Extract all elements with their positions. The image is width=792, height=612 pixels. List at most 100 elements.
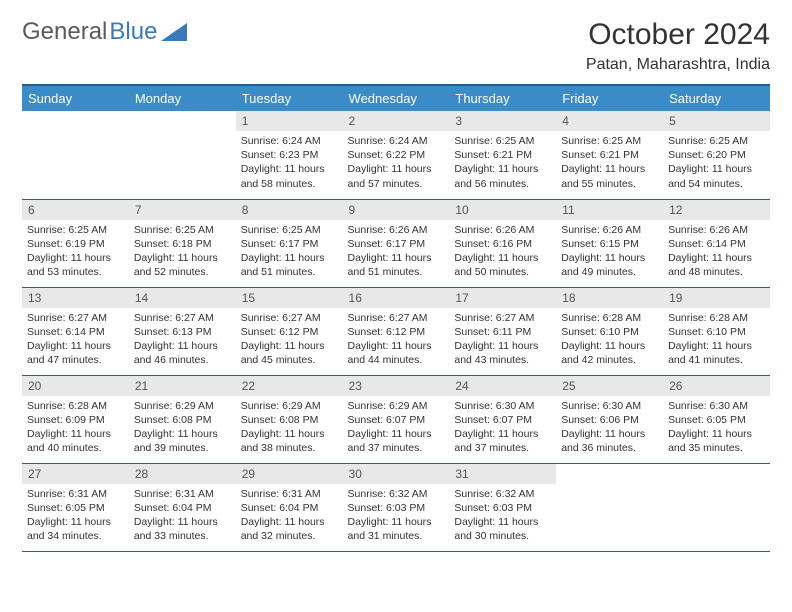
day-cell: 9Sunrise: 6:26 AMSunset: 6:17 PMDaylight…: [343, 199, 450, 287]
day-number: 18: [556, 288, 663, 308]
day-cell: 20Sunrise: 6:28 AMSunset: 6:09 PMDayligh…: [22, 375, 129, 463]
day-cell: 10 Sunrise: 6:26 AMSunset: 6:16 PMDayligh…: [449, 199, 556, 287]
day-cell: 31Sunrise: 6:32 AMSunset: 6:03 PMDayligh…: [449, 463, 556, 551]
calendar-table: SundayMondayTuesdayWednesdayThursdayFrid…: [22, 84, 770, 552]
week-row: 27 Sunrise: 6:31 AMSunset: 6:05 PM Dayligh…: [22, 463, 770, 551]
sunrise-text: Sunrise: 6:27 AM: [348, 311, 445, 325]
sunrise-text: Sunrise: 6:25 AM: [241, 223, 338, 237]
day-number: 6: [22, 200, 129, 220]
day-cell: [22, 111, 129, 199]
day-header-wednesday: Wednesday: [343, 85, 450, 111]
daylight-text: Daylight: 11 hours and 48 minutes.: [668, 251, 765, 279]
daylight-text: Daylight: 11 hours and 51 minutes.: [348, 251, 445, 279]
day-cell: 6Sunrise: 6:25 AMSunset: 6:19 PMDaylight…: [22, 199, 129, 287]
sunset-text: Sunset: 6:09 PM: [27, 413, 124, 427]
daylight-text: Daylight: 11 hours and 50 minutes.: [454, 251, 551, 279]
daylight-text: Daylight: 11 hours and 42 minutes.: [561, 339, 658, 367]
daylight-text: Daylight: 11 hours and 35 minutes.: [668, 427, 765, 455]
daylight-text: Daylight: 11 hours and 39 minutes.: [134, 427, 231, 455]
day-body: Sunrise: 6:26 AMSunset: 6:17 PMDaylight:…: [343, 220, 450, 285]
day-body: Sunrise: 6:25 AMSunset: 6:19 PMDaylight:…: [22, 220, 129, 285]
sunset-text: Sunset: 6:12 PM: [348, 325, 445, 339]
sunset-text: Sunset: 6:13 PM: [134, 325, 231, 339]
sunset-text: Sunset: 6:16 PM: [454, 237, 551, 251]
sunrise-text: Sunrise: 6:30 AM: [668, 399, 765, 413]
day-body: Sunrise: 6:24 AMSunset: 6:22 PMDaylight:…: [343, 131, 450, 196]
sunrise-text: Sunrise: 6:27 AM: [27, 311, 124, 325]
daylight-text: Daylight: 11 hours and 56 minutes.: [454, 162, 551, 190]
day-body: Sunrise: 6:29 AMSunset: 6:07 PMDaylight:…: [343, 396, 450, 461]
location-label: Patan, Maharashtra, India: [586, 56, 770, 74]
day-number: 11: [556, 200, 663, 220]
daylight-text: Daylight: 11 hours and 57 minutes.: [348, 162, 445, 190]
day-cell: 23Sunrise: 6:29 AMSunset: 6:07 PMDayligh…: [343, 375, 450, 463]
day-cell: 26Sunrise: 6:30 AMSunset: 6:05 PMDayligh…: [663, 375, 770, 463]
day-number: 16: [343, 288, 450, 308]
sunset-text: Sunset: 6:05 PM: [27, 501, 124, 515]
day-number: 14: [129, 288, 236, 308]
day-cell: 13Sunrise: 6:27 AMSunset: 6:14 PMDayligh…: [22, 287, 129, 375]
sunrise-text: Sunrise: 6:30 AM: [454, 399, 551, 413]
sunrise-text: Sunrise: 6:30 AM: [561, 399, 658, 413]
sunrise-text: Sunrise: 6:25 AM: [561, 134, 658, 148]
week-row: 13Sunrise: 6:27 AMSunset: 6:14 PMDayligh…: [22, 287, 770, 375]
sunrise-text: Sunrise: 6:27 AM: [241, 311, 338, 325]
day-body: Sunrise: 6:25 AMSunset: 6:21 PMDaylight:…: [449, 131, 556, 196]
daylight-text: Daylight: 11 hours and 33 minutes.: [134, 515, 231, 543]
day-number: 15: [236, 288, 343, 308]
logo-text-1: General: [22, 18, 107, 46]
sunset-text: Sunset: 6:08 PM: [134, 413, 231, 427]
daylight-text: Daylight: 11 hours and 46 minutes.: [134, 339, 231, 367]
sunset-text: Sunset: 6:21 PM: [561, 148, 658, 162]
sunset-text: Sunset: 6:10 PM: [561, 325, 658, 339]
day-number: 17: [449, 288, 556, 308]
sunset-text: Sunset: 6:18 PM: [134, 237, 231, 251]
daylight-text: Daylight: 11 hours and 36 minutes.: [561, 427, 658, 455]
day-body: Sunrise: 6:30 AMSunset: 6:06 PMDaylight:…: [556, 396, 663, 461]
day-number: 27: [22, 464, 129, 484]
sunrise-text: Sunrise: 6:27 AM: [134, 311, 231, 325]
daylight-text: Daylight: 11 hours and 58 minutes.: [241, 162, 338, 190]
day-cell: 30 Sunrise: 6:32 AMSunset: 6:03 PMDayligh…: [343, 463, 450, 551]
day-number: 24: [449, 376, 556, 396]
sunrise-text: Sunrise: 6:31 AM: [27, 487, 124, 501]
day-number: 5: [663, 111, 770, 131]
sunrise-text: Sunrise: 6:28 AM: [561, 311, 658, 325]
sunrise-text: Sunrise: 6:25 AM: [668, 134, 765, 148]
day-number: 10: [449, 200, 556, 220]
sunset-text: Sunset: 6:10 PM: [668, 325, 765, 339]
sunset-text: Sunset: 6:03 PM: [348, 501, 445, 515]
day-header-sunday: Sunday: [22, 85, 129, 111]
day-header-monday: Monday: [129, 85, 236, 111]
day-body: Sunrise: 6:27 AMSunset: 6:11 PMDaylight:…: [449, 308, 556, 373]
daylight-text: Daylight: 11 hours and 43 minutes.: [454, 339, 551, 367]
day-cell: 18 Sunrise: 6:28 AMSunset: 6:10 PMDayligh…: [556, 287, 663, 375]
day-number: 30: [343, 464, 450, 484]
daylight-text: Daylight: 11 hours and 53 minutes.: [27, 251, 124, 279]
logo: GeneralBlue: [22, 18, 187, 46]
sunrise-text: Sunrise: 6:25 AM: [454, 134, 551, 148]
day-body: Sunrise: 6:28 AMSunset: 6:10 PMDaylight:…: [663, 308, 770, 373]
day-number: 29: [236, 464, 343, 484]
day-number: 23: [343, 376, 450, 396]
day-number: 21: [129, 376, 236, 396]
day-body: Sunrise: 6:32 AMSunset: 6:03 PMDaylight:…: [449, 484, 556, 549]
day-cell: 21 Sunrise: 6:29 AMSunset: 6:08 PMDayligh…: [129, 375, 236, 463]
day-number: 1: [236, 111, 343, 131]
day-header-row: SundayMondayTuesdayWednesdayThursdayFrid…: [22, 85, 770, 111]
day-cell: 3Sunrise: 6:25 AMSunset: 6:21 PMDaylight…: [449, 111, 556, 199]
daylight-text: Daylight: 11 hours and 31 minutes.: [348, 515, 445, 543]
day-cell: 1Sunrise: 6:24 AMSunset: 6:23 PMDaylight…: [236, 111, 343, 199]
sunset-text: Sunset: 6:19 PM: [27, 237, 124, 251]
sunrise-text: Sunrise: 6:32 AM: [348, 487, 445, 501]
sunset-text: Sunset: 6:07 PM: [348, 413, 445, 427]
day-number: 4: [556, 111, 663, 131]
sunrise-text: Sunrise: 6:29 AM: [348, 399, 445, 413]
month-title: October 2024: [586, 18, 770, 52]
sunset-text: Sunset: 6:15 PM: [561, 237, 658, 251]
daylight-text: Daylight: 11 hours and 52 minutes.: [134, 251, 231, 279]
sunrise-text: Sunrise: 6:29 AM: [134, 399, 231, 413]
sunrise-text: Sunrise: 6:26 AM: [454, 223, 551, 237]
day-cell: [556, 463, 663, 551]
daylight-text: Daylight: 11 hours and 45 minutes.: [241, 339, 338, 367]
